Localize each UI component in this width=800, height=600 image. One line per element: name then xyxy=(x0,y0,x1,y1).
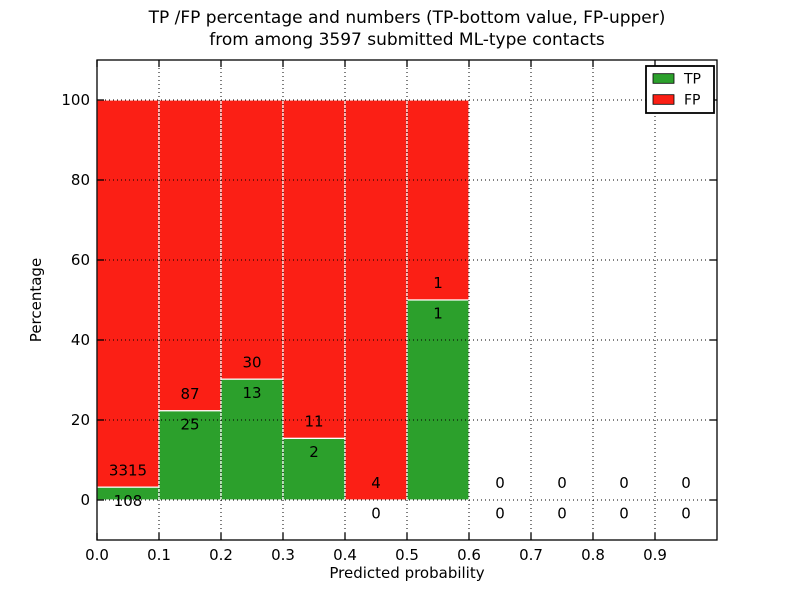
bar-fp-count-label: 1 xyxy=(433,274,443,292)
x-axis-label: Predicted probability xyxy=(329,564,485,582)
legend-label-fp: FP xyxy=(684,93,701,109)
chart-title-line2: from among 3597 submitted ML-type contac… xyxy=(209,30,605,50)
bar-tp-count-label: 0 xyxy=(557,505,567,523)
bar-fp-count-label: 87 xyxy=(180,385,199,403)
chart-title-line1: TP /FP percentage and numbers (TP-bottom… xyxy=(148,8,666,28)
bar-tp-count-label: 0 xyxy=(681,505,691,523)
legend-swatch-tp xyxy=(652,73,675,84)
legend-swatch-fp xyxy=(652,94,675,105)
x-tick-label: 0.2 xyxy=(209,546,233,564)
y-axis-label: Percentage xyxy=(27,257,45,343)
bar-tp-count-label: 0 xyxy=(371,505,381,523)
x-tick-label: 0.8 xyxy=(581,546,605,564)
x-tick-label: 0.9 xyxy=(643,546,667,564)
bar-fp-segment xyxy=(406,99,470,301)
x-tick-label: 0.6 xyxy=(457,546,481,564)
bar-fp-count-label: 0 xyxy=(495,474,505,492)
bar-tp-count-label: 1 xyxy=(433,305,443,323)
bar-fp-count-label: 0 xyxy=(619,474,629,492)
bar-fp-count-label: 3315 xyxy=(109,461,147,479)
x-tick-label: 0.5 xyxy=(395,546,419,564)
bar-fp-count-label: 11 xyxy=(304,413,323,431)
bar-tp-count-label: 108 xyxy=(114,492,143,510)
y-tick-label: 60 xyxy=(71,251,90,269)
bar-fp-segment xyxy=(282,99,346,439)
bar-tp-count-label: 0 xyxy=(619,505,629,523)
y-tick-label: 20 xyxy=(71,411,90,429)
bar-fp-count-label: 0 xyxy=(557,474,567,492)
bar-tp-count-label: 0 xyxy=(495,505,505,523)
x-tick-label: 0.1 xyxy=(147,546,171,564)
x-tick-label: 0.3 xyxy=(271,546,295,564)
bar-tp-count-label: 25 xyxy=(180,415,199,433)
bar-fp-segment xyxy=(96,99,160,488)
x-tick-label: 0.0 xyxy=(85,546,109,564)
bar-fp-count-label: 30 xyxy=(242,353,261,371)
bar-fp-segment xyxy=(158,99,222,412)
x-tick-label: 0.4 xyxy=(333,546,357,564)
bar-fp-segment xyxy=(220,99,284,380)
legend-box xyxy=(645,65,715,114)
legend-label-tp: TP xyxy=(683,72,701,88)
y-tick-label: 40 xyxy=(71,331,90,349)
bar-fp-segment xyxy=(344,99,408,501)
bar-tp-count-label: 13 xyxy=(242,384,261,402)
chart-title: TP /FP percentage and numbers (TP-bottom… xyxy=(97,7,717,51)
bar-fp-count-label: 0 xyxy=(681,474,691,492)
y-tick-label: 100 xyxy=(61,91,90,109)
y-tick-label: 80 xyxy=(71,171,90,189)
bar-fp-count-label: 4 xyxy=(371,474,381,492)
bar-tp-segment xyxy=(406,299,470,501)
y-tick-label: 0 xyxy=(80,491,90,509)
bar-tp-count-label: 2 xyxy=(309,443,319,461)
x-tick-label: 0.7 xyxy=(519,546,543,564)
